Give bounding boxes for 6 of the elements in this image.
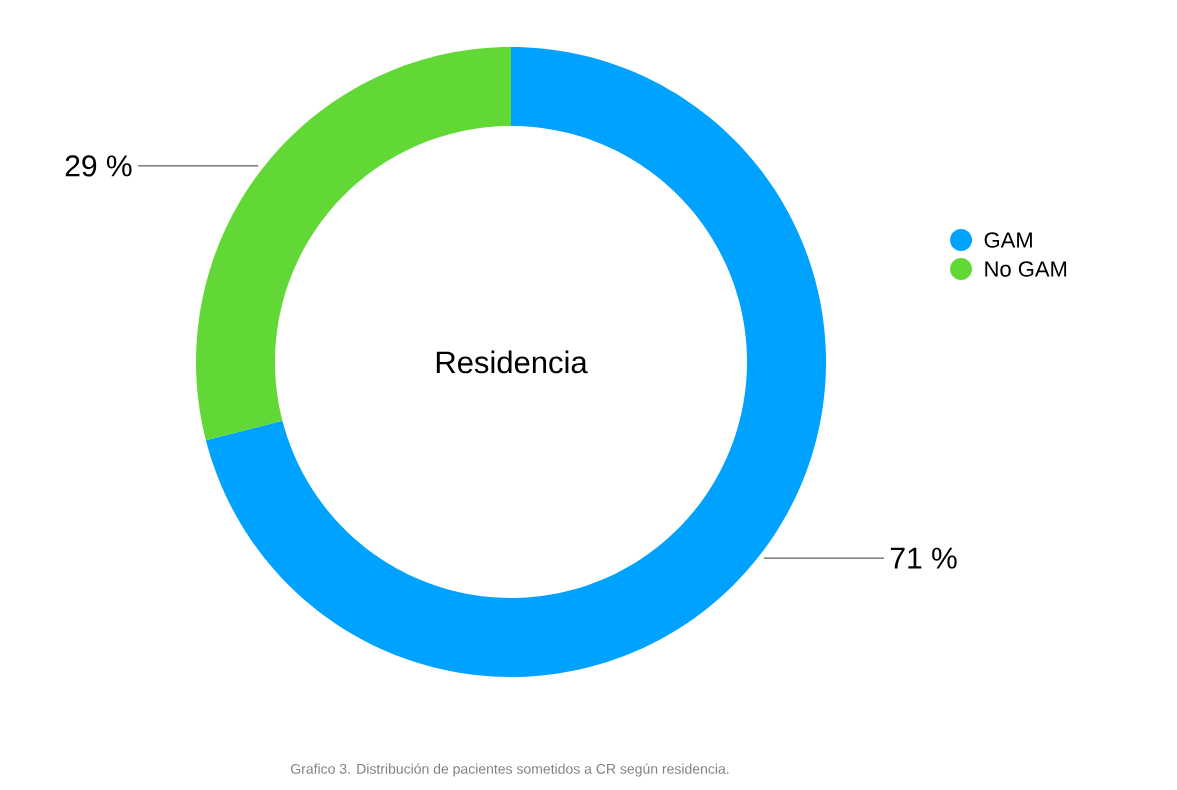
legend-label: No GAM: [985, 261, 1067, 277]
text: Residencia: [436, 350, 588, 374]
data-label: 29 %: [65, 155, 132, 177]
legend-label: GAM: [984, 232, 1032, 248]
data-label: 71 %: [890, 547, 957, 569]
text: Grafico 3. Distribución de pacientes sometidos a CR según residencia.: [291, 763, 729, 777]
